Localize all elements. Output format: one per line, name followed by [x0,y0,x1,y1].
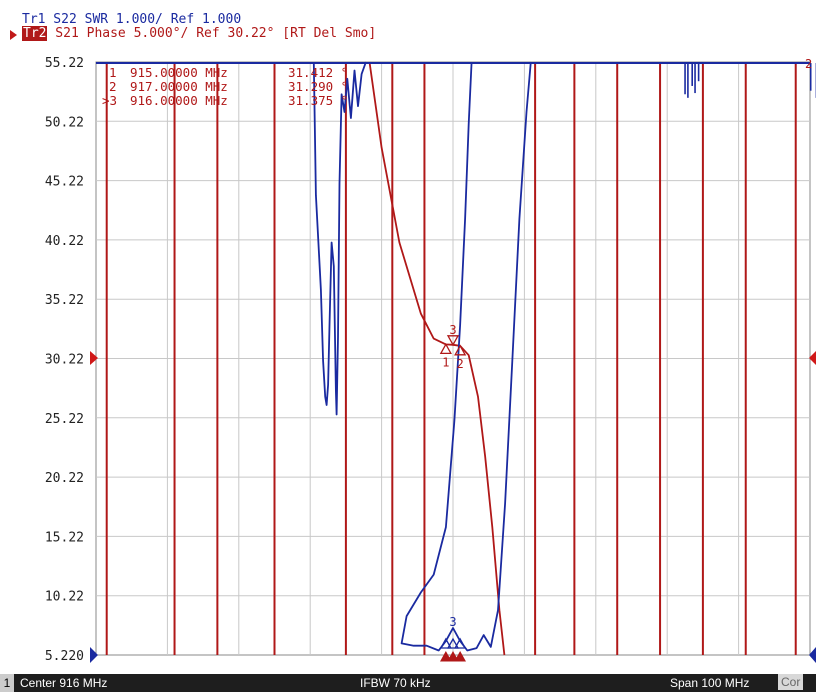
channel-number[interactable]: 1 [0,674,14,692]
trace1-header[interactable]: Tr1 S22 SWR 1.000/ Ref 1.000 [22,12,242,27]
correction-indicator[interactable]: Cor [778,674,804,690]
trace2-group [105,61,797,656]
trace1-marker-icon [454,637,467,649]
trace1-swr-segment [312,61,367,416]
y-tick-label: 50.22 [45,115,84,130]
markers-group: 1 2 3 3 [439,323,467,662]
trace1-ref-arrow-right-icon[interactable] [809,647,816,663]
stimulus-marker-icon [454,650,466,662]
marker-table-id: >3 [102,93,117,108]
y-tick-label: 30.22 [45,353,84,368]
ref-level-arrow-right-icon[interactable] [809,351,816,365]
trace1-ref-arrow-icon[interactable] [90,647,98,663]
y-tick-label: 10.22 [45,590,84,605]
y-tick-labels: 55.22 50.22 45.22 40.22 35.22 30.22 25.22 20.22… [45,56,84,664]
trace2-marker-label: 1 [442,355,449,369]
center-frequency[interactable]: Center 916 MHz [20,676,108,690]
span-setting[interactable]: Span 100 MHz [670,676,750,690]
ifbw-setting[interactable]: IFBW 70 kHz [360,676,431,690]
trace2-header[interactable]: Tr2 S21 Phase 5.000°/ Ref 30.22° [RT Del… [22,26,377,41]
y-tick-label: 35.22 [45,293,84,308]
y-tick-label: 25.22 [45,412,84,427]
ref-level-arrow-icon[interactable] [90,351,98,365]
y-tick-label: 40.22 [45,234,84,249]
trace2-marker-icon [446,335,460,347]
trace1-marker-icon [439,637,452,649]
trace2-end-label: 2 [805,57,812,71]
y-tick-label: 20.22 [45,471,84,486]
y-tick-label: 5.220 [45,649,84,664]
y-tick-label: 55.22 [45,56,84,71]
trace2-tag[interactable]: Tr2 [22,26,48,41]
active-trace-arrow-icon [10,30,17,40]
trace2-marker-label: 3 [449,323,456,337]
marker-table: 1 915.00000 MHz 31.412 ° 2 917.00000 MHz… [102,65,348,108]
trace2-phase-curve [368,61,506,656]
marker-table-freq: 915.00000 MHz [130,65,228,80]
stimulus-marker-icon [440,650,452,662]
marker-table-freq: 917.00000 MHz [130,79,228,94]
marker-table-id: 2 [109,79,117,94]
grid [96,62,810,655]
y-tick-label: 15.22 [45,530,84,545]
marker-table-value: 31.412 ° [288,65,348,80]
phase-plot[interactable]: 55.22 50.22 45.22 40.22 35.22 30.22 25.22 20.22… [0,0,816,674]
trace2-marker-icon [439,343,452,355]
trace2-marker-icon [454,344,467,356]
trace2-marker-label: 2 [457,357,464,371]
status-bar: 1 Center 916 MHz IFBW 70 kHz Span 100 MH… [0,674,816,692]
marker-table-value: 31.290 ° [288,79,348,94]
y-tick-label: 45.22 [45,175,84,190]
trace1-marker-icon [446,637,460,649]
marker-table-id: 1 [109,65,117,80]
trace2-header-text: S21 Phase 5.000°/ Ref 30.22° [RT Del Smo… [47,26,377,41]
stimulus-marker-icon [447,650,459,662]
trace1-marker-label: 3 [449,615,456,629]
marker-table-value: 31.375 ° [288,93,348,108]
marker-table-freq: 916.00000 MHz [130,93,228,108]
